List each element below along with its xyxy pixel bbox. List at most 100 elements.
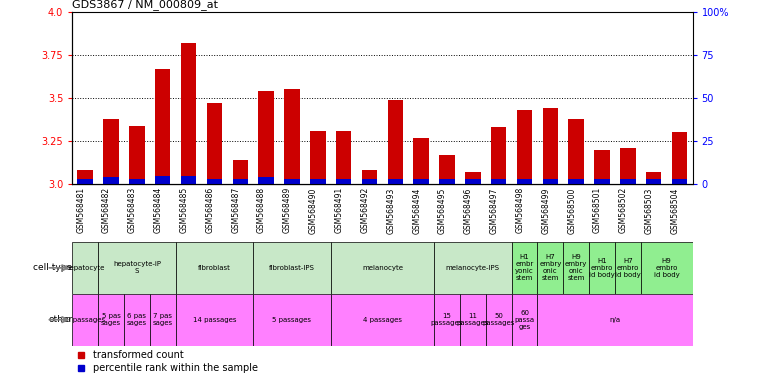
Text: GSM568486: GSM568486 (205, 187, 215, 233)
Bar (517, 110, 532, 184)
Bar (253, 294, 331, 346)
Text: melanocyte-IPS: melanocyte-IPS (446, 265, 500, 271)
Text: GSM568493: GSM568493 (387, 187, 395, 233)
Text: GSM568484: GSM568484 (154, 187, 163, 233)
Text: GSM568496: GSM568496 (464, 187, 473, 233)
Bar (517, 179, 532, 184)
Bar (103, 177, 119, 184)
Bar (155, 176, 170, 184)
Bar (124, 294, 150, 346)
Text: GSM568487: GSM568487 (231, 187, 240, 233)
Bar (537, 242, 563, 294)
Bar (253, 242, 331, 294)
Text: 6 pas
sages: 6 pas sages (127, 313, 147, 326)
Bar (259, 177, 274, 184)
Text: GSM568494: GSM568494 (412, 187, 421, 233)
Bar (460, 294, 486, 346)
Bar (387, 99, 403, 184)
Bar (129, 126, 145, 184)
Text: 0 passages: 0 passages (65, 317, 105, 323)
Bar (465, 172, 481, 184)
Bar (641, 242, 693, 294)
Bar (103, 119, 119, 184)
Text: fibroblast-IPS: fibroblast-IPS (269, 265, 315, 271)
Bar (176, 242, 253, 294)
Text: GSM568503: GSM568503 (645, 187, 654, 233)
Bar (620, 179, 635, 184)
Text: GSM568485: GSM568485 (180, 187, 189, 233)
Bar (594, 179, 610, 184)
Bar (563, 242, 589, 294)
Bar (331, 242, 434, 294)
Bar (207, 103, 222, 184)
Bar (491, 179, 507, 184)
Bar (98, 242, 176, 294)
Bar (233, 160, 248, 184)
Bar (181, 176, 196, 184)
Bar (98, 294, 124, 346)
Bar (336, 179, 352, 184)
Text: GSM568483: GSM568483 (128, 187, 137, 233)
Text: GSM568498: GSM568498 (515, 187, 524, 233)
Bar (150, 294, 176, 346)
Bar (129, 179, 145, 184)
Bar (543, 179, 558, 184)
Bar (336, 131, 352, 184)
Bar (78, 170, 93, 184)
Text: 60
passa
ges: 60 passa ges (514, 310, 534, 330)
Bar (511, 242, 537, 294)
Text: H1
embro
id body: H1 embro id body (589, 258, 615, 278)
Bar (72, 294, 98, 346)
Text: GSM568481: GSM568481 (76, 187, 85, 233)
Text: 14 passages: 14 passages (193, 317, 236, 323)
Text: other: other (48, 315, 72, 324)
Bar (594, 150, 610, 184)
Text: n/a: n/a (610, 317, 620, 323)
Text: 5 pas
sages: 5 pas sages (101, 313, 121, 326)
Bar (589, 242, 615, 294)
Bar (284, 179, 300, 184)
Text: GSM568500: GSM568500 (567, 187, 576, 233)
Text: GSM568488: GSM568488 (257, 187, 266, 233)
Text: GSM568501: GSM568501 (593, 187, 602, 233)
Bar (387, 179, 403, 184)
Bar (78, 179, 93, 184)
Bar (486, 294, 511, 346)
Text: hepatocyte-iP
S: hepatocyte-iP S (113, 262, 161, 274)
Bar (491, 127, 507, 184)
Text: GSM568491: GSM568491 (335, 187, 344, 233)
Bar (434, 294, 460, 346)
Text: 50
passages: 50 passages (482, 313, 515, 326)
Text: H9
embry
onic
stem: H9 embry onic stem (565, 254, 587, 281)
Bar (233, 179, 248, 184)
Text: H9
embro
id body: H9 embro id body (654, 258, 680, 278)
Bar (646, 179, 661, 184)
Text: GDS3867 / NM_000809_at: GDS3867 / NM_000809_at (72, 0, 218, 10)
Bar (439, 155, 455, 184)
Bar (310, 179, 326, 184)
Text: hepatocyte: hepatocyte (65, 265, 105, 271)
Text: fibroblast: fibroblast (198, 265, 231, 271)
Bar (413, 138, 429, 184)
Bar (511, 294, 537, 346)
Bar (72, 242, 98, 294)
Bar (434, 242, 511, 294)
Text: 11
passages: 11 passages (457, 313, 489, 326)
Bar (439, 179, 455, 184)
Legend: transformed count, percentile rank within the sample: transformed count, percentile rank withi… (77, 351, 258, 373)
Text: 4 passages: 4 passages (363, 317, 402, 323)
Bar (259, 91, 274, 184)
Text: H1
embr
yonic
stem: H1 embr yonic stem (515, 254, 534, 281)
Text: 15
passages: 15 passages (431, 313, 463, 326)
Bar (672, 132, 687, 184)
Bar (331, 294, 434, 346)
Bar (568, 179, 584, 184)
Bar (176, 294, 253, 346)
Bar (646, 172, 661, 184)
Bar (568, 119, 584, 184)
Text: 5 passages: 5 passages (272, 317, 311, 323)
Text: GSM568489: GSM568489 (283, 187, 292, 233)
Text: melanocyte: melanocyte (362, 265, 403, 271)
Text: GSM568482: GSM568482 (102, 187, 111, 233)
Text: 7 pas
sages: 7 pas sages (153, 313, 173, 326)
